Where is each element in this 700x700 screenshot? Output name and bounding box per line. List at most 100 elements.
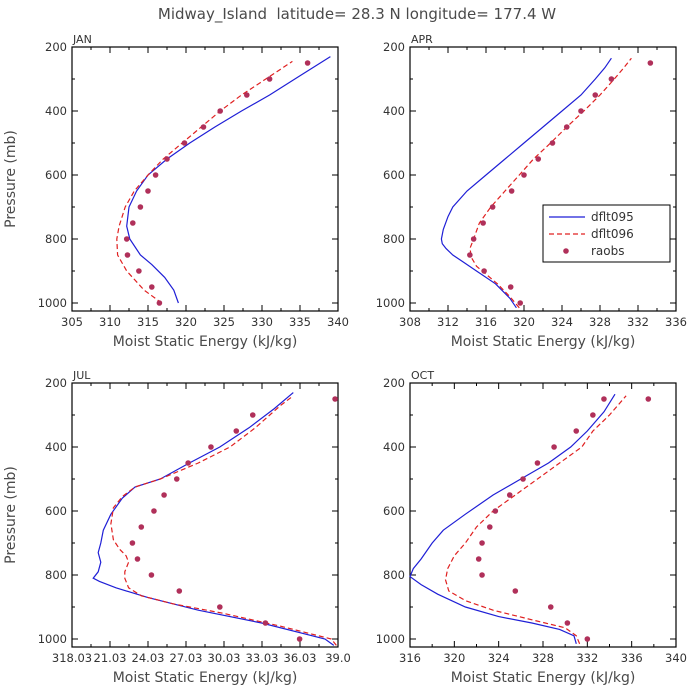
- raobs-point-jan: [136, 268, 142, 274]
- y-tick-label-jul: 400: [45, 440, 67, 454]
- x-tick-label-jul: 21.03: [94, 651, 127, 665]
- raobs-point-apr: [608, 76, 615, 82]
- raobs-point-jan: [181, 140, 188, 146]
- raobs-point-jan: [164, 156, 170, 162]
- legend-label-dflt095: dflt095: [591, 210, 634, 224]
- x-tick-label-jan: 315: [137, 315, 159, 329]
- raobs-point-oct: [534, 460, 541, 466]
- raobs-point-jan: [123, 236, 130, 242]
- x-axis-label-oct: Moist Static Energy (kJ/kg): [451, 670, 636, 686]
- raobs-point-apr: [508, 188, 515, 194]
- raobs-point-oct: [584, 636, 591, 642]
- raobs-point-jan: [244, 92, 250, 98]
- x-tick-label-jul: 30.03: [208, 651, 241, 665]
- raobs-point-apr: [481, 268, 487, 274]
- raobs-point-oct: [492, 508, 499, 514]
- raobs-point-jan: [304, 60, 311, 66]
- x-tick-label-apr: 336: [665, 315, 687, 329]
- raobs-point-jan: [266, 76, 273, 82]
- raobs-point-jul: [249, 412, 256, 418]
- raobs-point-apr: [470, 236, 477, 242]
- y-tick-label-apr: 200: [383, 40, 405, 54]
- x-tick-label-jan: 320: [175, 315, 197, 329]
- x-tick-label-apr: 332: [627, 315, 649, 329]
- y-tick-label-oct: 600: [383, 504, 405, 518]
- x-tick-label-apr: 312: [437, 315, 459, 329]
- raobs-point-apr: [507, 284, 514, 290]
- x-axis-label-jul: Moist Static Energy (kJ/kg): [113, 670, 298, 686]
- panel-title-jan: JAN: [72, 33, 92, 46]
- x-tick-label-apr: 324: [551, 315, 573, 329]
- y-tick-label-oct: 200: [383, 376, 405, 390]
- y-tick-label-jul: 600: [45, 504, 67, 518]
- raobs-point-apr: [467, 252, 473, 258]
- figure-title: Midway_Island latitude= 28.3 N longitude…: [158, 5, 556, 24]
- y-tick-label-jul: 800: [45, 568, 67, 582]
- raobs-point-jul: [176, 588, 183, 594]
- y-tick-label-apr: 600: [383, 168, 405, 182]
- x-tick-label-jan: 330: [251, 315, 273, 329]
- dflt096-line-jul: [110, 395, 337, 646]
- legend: dflt095 dflt096 raobs: [542, 204, 671, 263]
- dflt095-line-jan: [126, 56, 331, 304]
- raobs-point-jan: [130, 220, 136, 226]
- x-tick-label-jan: 305: [61, 315, 83, 329]
- raobs-point-jan: [200, 124, 207, 130]
- raobs-point-jul: [129, 540, 136, 546]
- panel-title-jul: JUL: [72, 369, 91, 382]
- raobs-point-oct: [564, 620, 571, 626]
- y-tick-label-apr: 400: [383, 104, 405, 118]
- x-tick-label-jan: 335: [289, 315, 311, 329]
- dflt096-line-apr: [469, 57, 632, 309]
- raobs-point-apr: [592, 92, 599, 98]
- raobs-point-jan: [145, 188, 151, 194]
- x-tick-label-jul: 318.03: [52, 651, 92, 665]
- raobs-point-oct: [506, 492, 513, 498]
- y-tick-label-oct: 800: [383, 568, 405, 582]
- raobs-point-jul: [138, 524, 145, 530]
- x-tick-label-jul: 36.03: [284, 651, 317, 665]
- panel-title-apr: APR: [411, 33, 433, 46]
- raobs-point-jul: [332, 396, 338, 402]
- x-tick-label-jul: 39.0: [325, 651, 351, 665]
- legend-label-dflt096: dflt096: [591, 227, 634, 241]
- raobs-point-oct: [601, 396, 607, 402]
- panel-jan: JAN 200 400 600 800 1000 305 310 315 320 325 330 335…: [3, 33, 349, 350]
- raobs-point-oct: [512, 588, 519, 594]
- raobs-point-jul: [173, 476, 180, 482]
- y-tick-label-jul: 200: [45, 376, 67, 390]
- x-tick-label-apr: 316: [475, 315, 497, 329]
- y-tick-label-jan: 800: [45, 232, 67, 246]
- raobs-point-jan: [156, 300, 163, 306]
- dflt096-line-oct: [444, 395, 627, 645]
- raobs-point-jul: [262, 620, 269, 626]
- raobs-point-jul: [208, 444, 214, 450]
- raobs-point-apr: [517, 300, 523, 306]
- raobs-point-jul: [161, 492, 167, 498]
- raobs-point-oct: [547, 604, 554, 610]
- x-tick-label-jul: 24.03: [132, 651, 165, 665]
- raobs-point-apr: [489, 204, 496, 210]
- x-tick-label-oct: 340: [665, 651, 687, 665]
- dflt096-line-jan: [116, 60, 293, 304]
- y-tick-label-oct: 1000: [376, 632, 405, 646]
- raobs-point-jul: [148, 572, 155, 578]
- raobs-point-oct: [487, 524, 493, 530]
- x-axis-label-apr: Moist Static Energy (kJ/kg): [451, 334, 636, 350]
- x-tick-label-apr: 328: [589, 315, 611, 329]
- legend-marker-raobs: [563, 248, 569, 254]
- y-axis-label-jan: Pressure (mb): [3, 130, 19, 228]
- raobs-point-apr: [521, 172, 527, 178]
- raobs-point-apr: [578, 108, 584, 114]
- raobs-point-oct: [590, 412, 596, 418]
- raobs-point-oct: [551, 444, 557, 450]
- x-tick-label-oct: 316: [399, 651, 421, 665]
- x-axis-label-jan: Moist Static Energy (kJ/kg): [113, 334, 298, 350]
- x-tick-label-jul: 33.03: [246, 651, 279, 665]
- raobs-point-jan: [217, 108, 223, 114]
- raobs-point-jul: [217, 604, 223, 610]
- plot-frame-oct: [409, 382, 677, 648]
- dflt095-line-apr: [440, 57, 612, 309]
- x-tick-label-apr: 308: [399, 315, 421, 329]
